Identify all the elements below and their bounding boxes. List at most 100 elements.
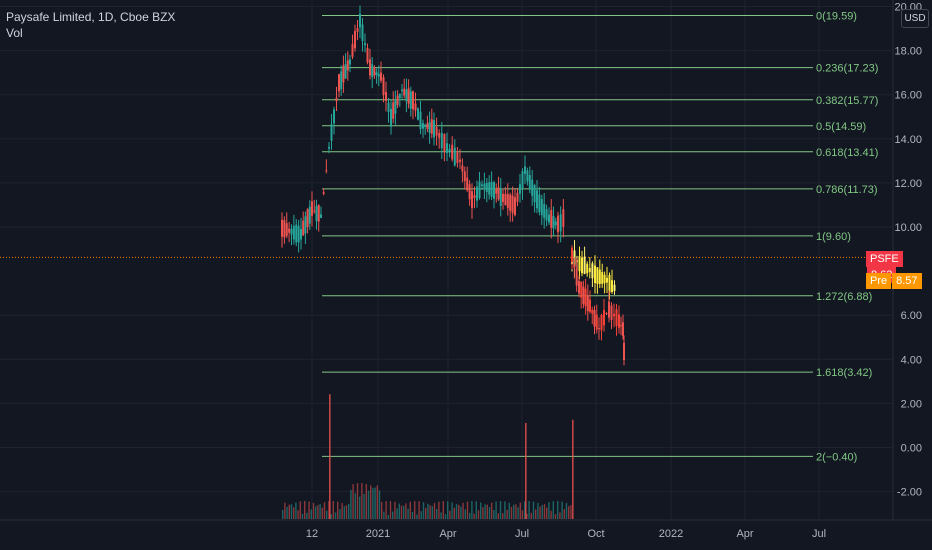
price-candle-body <box>514 197 516 216</box>
actual-candle-body <box>605 313 608 315</box>
price-candle-body <box>300 228 302 240</box>
projection-candle-body <box>601 272 604 284</box>
volume-bar <box>469 512 471 519</box>
price-candle-body <box>485 182 488 192</box>
actual-candle-body <box>591 309 594 314</box>
price-candle-body <box>554 221 557 226</box>
price-candle-body <box>387 102 390 113</box>
volume-bar <box>521 510 524 519</box>
actual-candle-body <box>598 328 600 330</box>
volume-label[interactable]: Vol <box>6 26 23 40</box>
volume-bar <box>526 513 528 519</box>
actual-candle-body <box>586 295 589 312</box>
price-candle-body <box>559 214 562 232</box>
volume-bar <box>348 503 350 519</box>
volume-bar <box>310 509 312 519</box>
price-candle-body <box>390 108 392 127</box>
volume-bar <box>403 505 405 519</box>
price-candle-body <box>288 228 291 233</box>
actual-candle-body <box>615 309 618 326</box>
price-candle-body <box>366 48 369 63</box>
price-candle-body <box>481 184 483 186</box>
price-candle-body <box>302 220 305 236</box>
price-candle-body <box>290 228 293 235</box>
price-candle-body <box>417 108 419 120</box>
projection-candle-body <box>606 277 608 283</box>
volume-bar <box>477 510 480 519</box>
volume-bar <box>440 512 442 519</box>
volume-bar <box>312 502 315 519</box>
volume-bar <box>301 513 304 519</box>
volume-bar <box>308 501 310 519</box>
x-tick-label: Apr <box>439 528 456 540</box>
price-candle-body <box>422 123 424 129</box>
price-candle-body <box>495 189 498 194</box>
fib-level-label: 1(9.60) <box>816 231 851 243</box>
projection-candle-body <box>613 284 616 291</box>
price-candle-body <box>440 132 443 149</box>
volume-bar <box>541 504 543 519</box>
price-candle-body <box>533 184 536 203</box>
price-candle-body <box>502 193 504 202</box>
volume-bar <box>370 485 372 519</box>
price-candle-body <box>511 195 514 214</box>
volume-bar <box>389 501 392 519</box>
price-candle-body <box>478 181 481 199</box>
price-candle-body <box>430 119 433 134</box>
price-candle-body <box>506 193 509 209</box>
price-candle-body <box>364 42 366 46</box>
y-tick-label: 12.00 <box>894 178 922 190</box>
price-candle-body <box>538 194 541 212</box>
volume-bar <box>528 501 530 519</box>
volume-bar <box>356 483 359 519</box>
price-candle-body <box>292 225 295 240</box>
volume-bar <box>337 501 339 519</box>
volume-bar <box>438 501 440 519</box>
price-candle-body <box>463 171 466 181</box>
actual-candle-body <box>573 264 576 268</box>
volume-bar <box>321 507 323 519</box>
volume-bar <box>444 514 447 519</box>
volume-bar <box>471 501 473 519</box>
volume-bar <box>482 507 484 519</box>
price-candle-body <box>483 183 486 189</box>
fib-level-label: 1.618(3.42) <box>816 367 872 379</box>
volume-bar <box>548 502 550 519</box>
price-candle-body <box>497 187 500 200</box>
price-candle-body <box>380 72 382 81</box>
volume-bar <box>429 505 431 519</box>
price-candle-body <box>504 193 507 206</box>
actual-candle-body <box>584 288 587 307</box>
price-candle-body <box>396 95 399 106</box>
volume-bar <box>378 490 381 519</box>
currency-button[interactable]: USD <box>901 9 929 28</box>
y-tick-label: 0.00 <box>901 443 922 455</box>
volume-bar <box>418 501 420 519</box>
volume-bar <box>330 514 332 519</box>
volume-bar <box>543 504 546 519</box>
volume-bar <box>363 493 365 519</box>
actual-candle-body <box>603 310 605 326</box>
volume-bar <box>341 503 343 519</box>
price-candle-body <box>371 64 374 78</box>
projection-candle-body <box>611 280 613 293</box>
price-candle-body <box>304 216 307 234</box>
price-candle-body <box>499 188 502 206</box>
price-candle-body <box>519 184 521 194</box>
volume-bar <box>396 508 398 519</box>
price-candle-body <box>354 31 356 49</box>
volume-bar <box>407 508 409 519</box>
price-candle-body <box>531 179 534 196</box>
volume-bar <box>466 501 469 519</box>
x-tick-label: Oct <box>587 528 604 540</box>
price-candle-body <box>428 122 431 133</box>
volume-bar <box>315 506 317 519</box>
price-candle-body <box>401 89 403 92</box>
price-candle-body <box>536 190 538 209</box>
price-candle-body <box>468 184 471 200</box>
fib-level-label: 0(19.59) <box>816 11 857 23</box>
price-candle-body <box>493 182 495 199</box>
price-candle-body <box>398 93 401 98</box>
symbol-title[interactable]: Paysafe Limited, 1D, Cboe BZX <box>6 10 176 24</box>
